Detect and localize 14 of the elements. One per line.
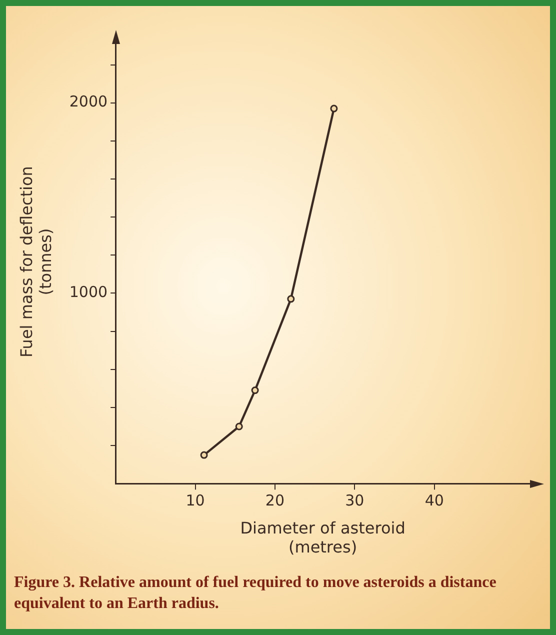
y-tick-label: 1000: [69, 283, 108, 302]
x-tick-label: 30: [345, 491, 364, 510]
x-tick-label: 40: [424, 491, 444, 510]
y-tick-label: 2000: [69, 92, 108, 111]
x-tick-label: 20: [265, 491, 285, 510]
caption: Figure 3. Relative amount of fuel required to move asteroids a distance equivalent to an Earth radius.: [14, 573, 498, 614]
point: [200, 451, 208, 459]
x-tick-label: 10: [186, 491, 205, 510]
point: [287, 295, 295, 303]
y-axis-title: Fuel mass for deflection (tonnes): [16, 166, 55, 358]
point: [330, 104, 338, 112]
point: [251, 386, 259, 394]
x-axis-title: Diameter of asteroid (metres): [240, 518, 406, 557]
point: [235, 422, 243, 430]
